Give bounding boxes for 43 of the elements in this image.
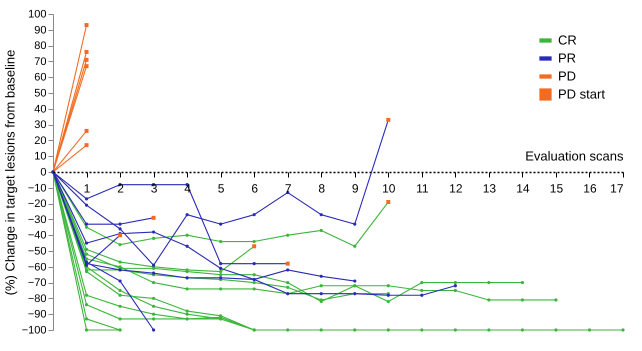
x-tick-label: 16: [583, 182, 597, 196]
x-tick-label: 17: [610, 182, 624, 196]
y-tick-label: −60: [28, 261, 46, 274]
x-tick-label: 14: [516, 182, 530, 196]
x-tick-label: 13: [482, 182, 496, 196]
y-tick-label: 60: [34, 72, 46, 84]
y-axis-title: (%) Change in target lesions from baseline: [2, 50, 18, 296]
y-tick-label: 90: [34, 24, 46, 36]
y-tick-label: −70: [28, 277, 46, 290]
x-tick-label: 3: [150, 182, 158, 196]
y-tick-label: 80: [34, 40, 46, 52]
x-tick-label: 10: [382, 182, 396, 196]
y-tick-label: 40: [34, 103, 46, 116]
y-tick-label: −20: [28, 198, 46, 210]
y-tick-label: 70: [34, 56, 46, 68]
legend-label: PR: [558, 50, 576, 66]
x-tick-label: 7: [284, 182, 292, 196]
x-tick-label: 5: [218, 182, 225, 196]
legend-label: CR: [558, 32, 577, 48]
y-tick-label: −100: [22, 324, 46, 336]
x-tick-label: 15: [550, 182, 564, 196]
y-tick-label: −30: [28, 214, 46, 226]
y-tick-label: 10: [34, 150, 46, 163]
legend-label: PD: [558, 68, 576, 84]
y-tick-label: −90: [28, 308, 46, 321]
y-tick-label: 30: [34, 119, 46, 132]
y-tick-label: −10: [28, 182, 46, 194]
x-tick-label: 11: [416, 182, 429, 196]
y-tick-label: 100: [28, 8, 46, 20]
y-tick-label: −40: [28, 230, 46, 242]
x-tick-label: 1: [84, 182, 91, 196]
x-tick-label: 8: [318, 182, 326, 196]
x-tick-label: 2: [117, 182, 124, 196]
x-axis-title: Evaluation scans: [525, 148, 624, 164]
x-tick-label: 12: [449, 182, 463, 196]
legend-label: PD start: [558, 86, 606, 102]
x-tick-label: 6: [251, 182, 258, 196]
x-tick-label: 9: [352, 182, 359, 196]
y-tick-label: 50: [34, 88, 46, 100]
y-tick-label: −50: [28, 246, 46, 258]
y-tick-label: 20: [34, 134, 46, 147]
y-tick-label: 0: [40, 166, 46, 178]
y-tick-label: −80: [28, 292, 46, 305]
